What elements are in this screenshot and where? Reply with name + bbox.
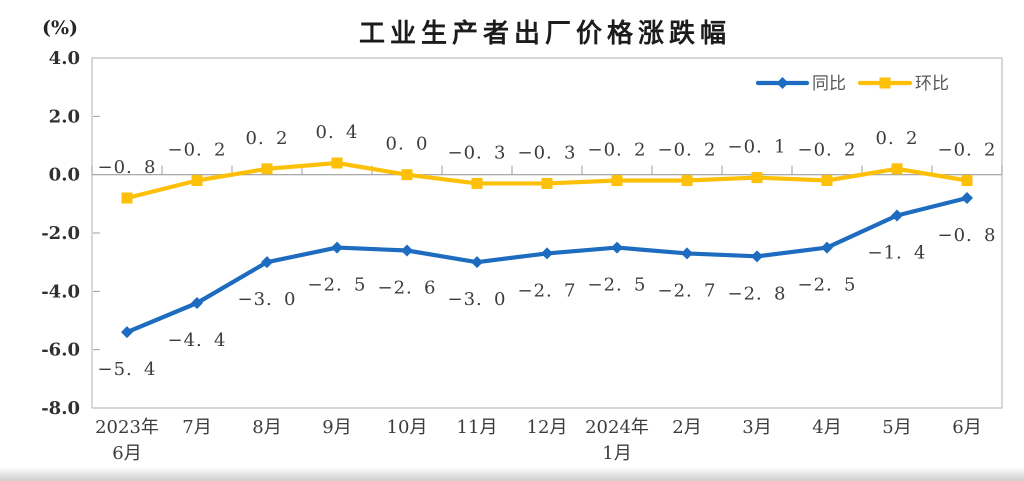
x-axis-label: 7月 <box>182 417 211 438</box>
marker-yoy <box>471 256 483 269</box>
data-label-yoy: −3. 0 <box>447 289 506 310</box>
marker-mom <box>961 175 973 186</box>
x-axis-label: 10月 <box>387 417 428 438</box>
legend-label-mom: 环比 <box>915 74 949 94</box>
series-lines <box>121 157 973 339</box>
data-label-yoy: −5. 4 <box>97 359 156 380</box>
data-label-yoy: −3. 0 <box>237 289 296 310</box>
marker-yoy <box>681 247 693 260</box>
chart-title: 工业生产者出厂价格涨跌幅 <box>359 18 731 49</box>
y-tick-label: 2.0 <box>49 106 80 127</box>
marker-yoy <box>261 256 273 269</box>
x-axis-label: 4月 <box>812 417 841 438</box>
data-label-yoy: −0. 8 <box>937 225 996 246</box>
data-label-mom: −0. 2 <box>657 140 716 161</box>
x-axis-label: 8月 <box>252 417 281 438</box>
marker-mom <box>401 169 413 181</box>
legend-label-yoy: 同比 <box>812 74 846 94</box>
data-label-mom: −0. 3 <box>447 142 506 163</box>
marker-mom <box>541 177 553 189</box>
page-bottom-edge <box>0 467 1024 481</box>
data-label-mom: 0. 2 <box>876 128 919 149</box>
data-label-mom: 0. 4 <box>316 122 359 143</box>
plot-border <box>91 57 1003 409</box>
x-axis-labels: 2023年 6月 7月 8月 9月 10月 11月 12月 2024年 1月 2月 3月 4月 5月 6月 <box>95 417 982 464</box>
data-label-mom: −0. 1 <box>727 137 786 158</box>
x-axis-label: 1月 <box>602 443 631 464</box>
x-axis-label: 2024年 <box>585 417 649 438</box>
marker-mom <box>121 192 133 204</box>
data-label-mom: −0. 2 <box>797 140 856 161</box>
series-line-yoy <box>124 195 970 335</box>
data-label-yoy: −2. 5 <box>587 275 646 296</box>
data-label-mom: −0. 8 <box>97 157 156 178</box>
plot-frame <box>91 57 1003 409</box>
y-tick-label: -4.0 <box>41 281 80 302</box>
marker-yoy <box>401 244 413 257</box>
x-axis-label: 9月 <box>322 417 351 438</box>
marker-mom <box>331 157 343 169</box>
data-label-mom: −0. 2 <box>937 140 996 161</box>
data-label-yoy: −1. 4 <box>867 243 926 264</box>
y-tick-label: -6.0 <box>41 340 80 361</box>
marker-mom <box>471 177 483 189</box>
y-tick-label: -8.0 <box>41 398 80 419</box>
x-axis-label: 3月 <box>742 417 771 438</box>
data-label-mom: 0. 0 <box>386 134 429 155</box>
x-axis-label: 6月 <box>952 417 981 438</box>
marker-mom <box>611 175 623 186</box>
data-label-yoy: −2. 7 <box>517 280 576 301</box>
y-tick-label: 4.0 <box>49 48 80 69</box>
y-tick-label: 0.0 <box>49 165 80 186</box>
marker-mom <box>821 175 833 186</box>
data-label-mom: −0. 2 <box>167 140 226 161</box>
x-axis-label: 5月 <box>882 417 911 438</box>
data-label-mom: 0. 2 <box>246 128 289 149</box>
marker-yoy <box>541 247 553 260</box>
x-axis-label: 2023年 <box>95 417 159 438</box>
data-point-labels: −5. 4 −4. 4 −3. 0 −2. 5 −2. 6 −3. 0 −2. 7 −2. 5… <box>97 122 996 380</box>
marker-yoy <box>191 297 203 309</box>
x-axis-label: 12月 <box>527 417 568 438</box>
legend: 同比 环比 <box>755 74 949 94</box>
marker-yoy <box>611 241 623 254</box>
legend-marker-yoy <box>776 77 789 89</box>
y-axis-labels: 4.0 2.0 0.0 -2.0 -4.0 -6.0 -8.0 <box>41 48 80 419</box>
legend-marker-mom <box>879 77 891 89</box>
marker-yoy <box>331 241 343 254</box>
data-label-mom: −0. 2 <box>587 140 646 161</box>
marker-yoy <box>121 326 133 339</box>
data-label-yoy: −2. 5 <box>797 275 856 296</box>
marker-mom <box>261 163 273 175</box>
marker-yoy <box>891 209 903 222</box>
marker-yoy <box>961 192 973 204</box>
y-tick-label: -2.0 <box>41 223 80 244</box>
data-label-yoy: −4. 4 <box>167 330 226 351</box>
marker-yoy <box>821 241 833 254</box>
marker-mom <box>191 175 203 186</box>
marker-mom <box>891 163 903 175</box>
data-label-mom: −0. 3 <box>517 142 576 163</box>
marker-mom <box>681 175 693 186</box>
data-label-yoy: −2. 6 <box>377 278 436 299</box>
data-label-yoy: −2. 5 <box>307 275 366 296</box>
data-label-yoy: −2. 7 <box>657 280 716 301</box>
data-label-yoy: −2. 8 <box>727 283 786 304</box>
marker-mom <box>751 172 763 184</box>
marker-yoy <box>751 250 763 263</box>
x-axis-label: 6月 <box>112 443 141 464</box>
x-axis-label: 11月 <box>457 417 498 438</box>
x-axis-label: 2月 <box>672 417 701 438</box>
y-axis-unit-label: (%) <box>42 17 78 39</box>
